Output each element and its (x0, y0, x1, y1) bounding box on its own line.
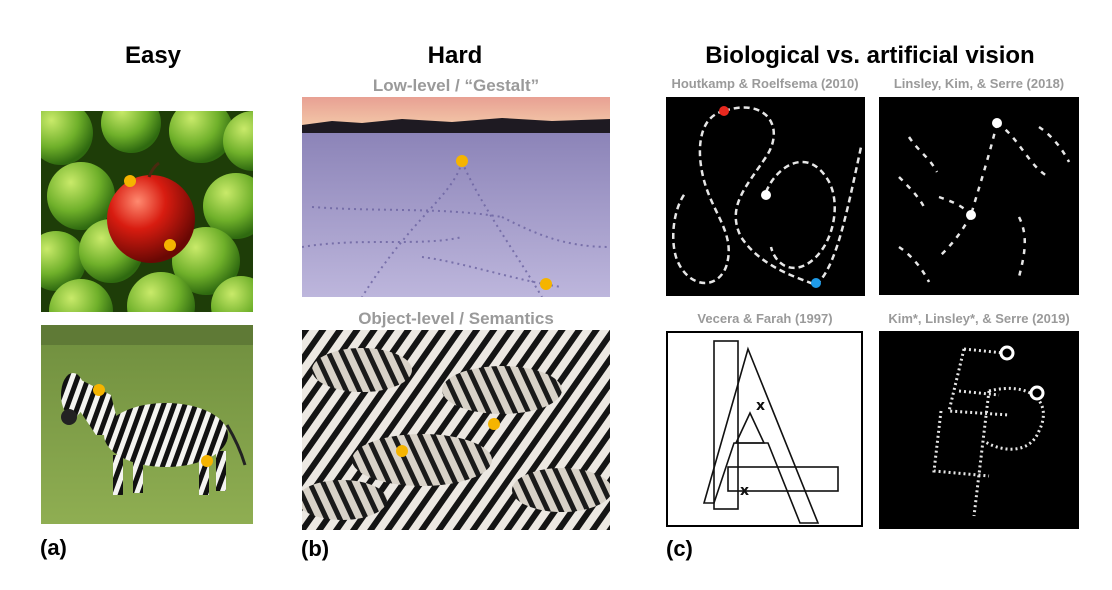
apple-marker-top (124, 175, 136, 187)
citation-linsley-2018: Linsley, Kim, & Serre (2018) (893, 76, 1065, 91)
pathfinder-stimulus (879, 97, 1079, 295)
snow-tracks-image (302, 97, 610, 297)
object-level-subtitle: Object-level / Semantics (358, 309, 554, 328)
dotted-marker-top (999, 345, 1015, 361)
bio-column-title: Biological vs. artificial vision (705, 42, 1035, 69)
citation-houtkamp: Houtkamp & Roelfsema (2010) (671, 76, 859, 91)
curve-tracing-stimulus (666, 97, 865, 296)
curve-marker-blue (811, 278, 821, 288)
overlapping-letters-stimulus: x x (666, 331, 863, 527)
snow-marker-bottom (540, 278, 552, 290)
low-level-subtitle: Low-level / “Gestalt” (372, 76, 540, 95)
x-marker-lower: x (740, 483, 749, 499)
dotted-letters-stimulus (879, 331, 1079, 529)
pathfinder-marker-mid (966, 210, 976, 220)
curve-marker-white (761, 190, 771, 200)
citation-vecera: Vecera & Farah (1997) (697, 311, 833, 326)
pathfinder-marker-top (992, 118, 1002, 128)
panel-label-c: (c) (666, 536, 693, 561)
herd-marker-right (488, 418, 500, 430)
easy-column-title: Easy (124, 42, 182, 69)
zebra-image (41, 325, 253, 524)
apples-image (41, 111, 253, 312)
herd-marker-left (396, 445, 408, 457)
x-marker-upper: x (756, 398, 765, 414)
apple-marker-bottom (164, 239, 176, 251)
zebra-marker-neck (93, 384, 105, 396)
dotted-marker-right (1029, 385, 1045, 401)
citation-kim-2019: Kim*, Linsley*, & Serre (2019) (888, 311, 1070, 326)
panel-label-a: (a) (40, 535, 67, 560)
curve-marker-red (719, 106, 729, 116)
zebra-marker-hind (201, 455, 213, 467)
panel-label-b: (b) (301, 536, 330, 561)
snow-marker-top (456, 155, 468, 167)
zebra-herd-image (302, 330, 610, 530)
hard-column-title: Hard (427, 42, 483, 69)
